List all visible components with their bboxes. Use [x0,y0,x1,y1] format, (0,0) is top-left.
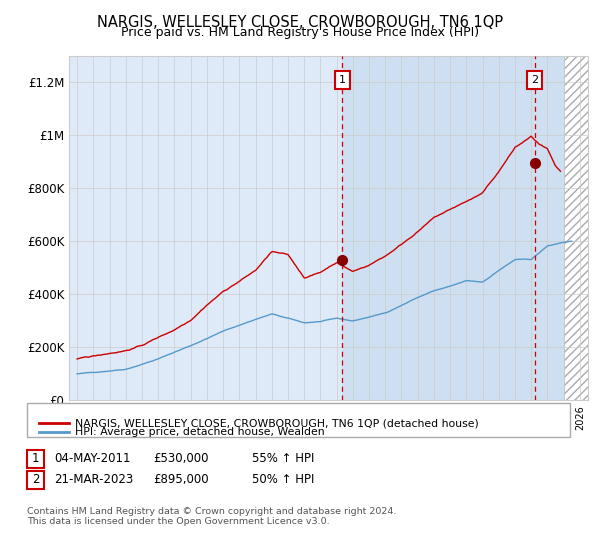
Text: 2: 2 [32,473,39,487]
Text: NARGIS, WELLESLEY CLOSE, CROWBOROUGH, TN6 1QP: NARGIS, WELLESLEY CLOSE, CROWBOROUGH, TN… [97,15,503,30]
Text: £530,000: £530,000 [153,452,209,465]
Text: 1: 1 [339,75,346,85]
Bar [563,56,588,400]
Text: £895,000: £895,000 [153,473,209,487]
Text: 2: 2 [531,75,538,85]
Text: NARGIS, WELLESLEY CLOSE, CROWBOROUGH, TN6 1QP (detached house): NARGIS, WELLESLEY CLOSE, CROWBOROUGH, TN… [75,418,479,428]
Text: 21-MAR-2023: 21-MAR-2023 [54,473,133,487]
Bar [342,56,563,400]
Text: HPI: Average price, detached house, Wealden: HPI: Average price, detached house, Weal… [75,427,325,437]
Text: Contains HM Land Registry data © Crown copyright and database right 2024.
This d: Contains HM Land Registry data © Crown c… [27,507,397,526]
Text: Price paid vs. HM Land Registry's House Price Index (HPI): Price paid vs. HM Land Registry's House … [121,26,479,39]
Text: 1: 1 [32,452,39,465]
Text: 50% ↑ HPI: 50% ↑ HPI [252,473,314,487]
Text: 04-MAY-2011: 04-MAY-2011 [54,452,131,465]
Text: 55% ↑ HPI: 55% ↑ HPI [252,452,314,465]
